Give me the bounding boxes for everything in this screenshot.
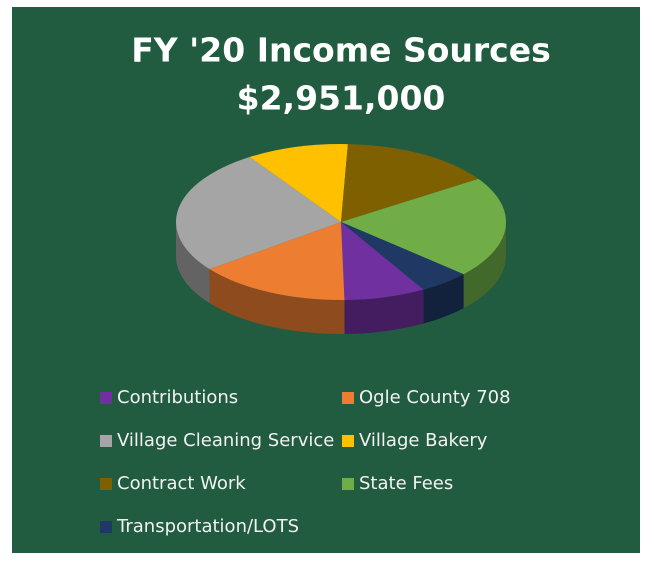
pie-slice: [341, 144, 479, 222]
legend-label: Contributions: [117, 387, 238, 408]
pie-slice-side: [176, 222, 210, 304]
legend-swatch: [342, 478, 354, 490]
legend-label: Transportation/LOTS: [116, 516, 299, 537]
legend-swatch: [100, 478, 112, 490]
pie-slice-side: [344, 289, 424, 334]
legend-swatch: [100, 435, 112, 447]
pie-slice-side: [463, 222, 506, 309]
legend-label: Village Cleaning Service: [117, 430, 334, 451]
pie-slice: [249, 144, 348, 222]
legend-label: State Fees: [359, 473, 453, 494]
pie-slice-side: [209, 269, 345, 334]
chart-title: FY '20 Income Sources: [131, 31, 551, 70]
pie-slice: [341, 222, 464, 290]
legend-label: Village Bakery: [359, 430, 488, 451]
legend-swatch: [100, 392, 112, 404]
pie-slice: [175, 157, 341, 270]
pie: [175, 144, 506, 334]
legend: Contributions Ogle County 708 Village Clea…: [100, 387, 511, 537]
pie-slice: [209, 222, 345, 300]
legend-swatch: [342, 435, 354, 447]
legend-label: Ogle County 708: [359, 387, 511, 408]
chart-subtitle: $2,951,000: [237, 79, 446, 118]
legend-swatch: [100, 521, 112, 533]
legend-swatch: [342, 392, 354, 404]
legend-label: Contract Work: [117, 473, 246, 494]
pie-slice: [341, 222, 424, 300]
pie-slice-side: [423, 274, 464, 324]
pie-slice: [341, 178, 506, 275]
